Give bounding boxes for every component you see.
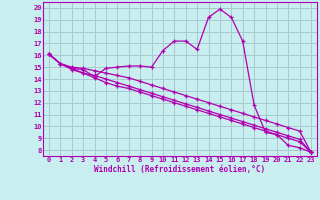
X-axis label: Windchill (Refroidissement éolien,°C): Windchill (Refroidissement éolien,°C) <box>94 165 266 174</box>
